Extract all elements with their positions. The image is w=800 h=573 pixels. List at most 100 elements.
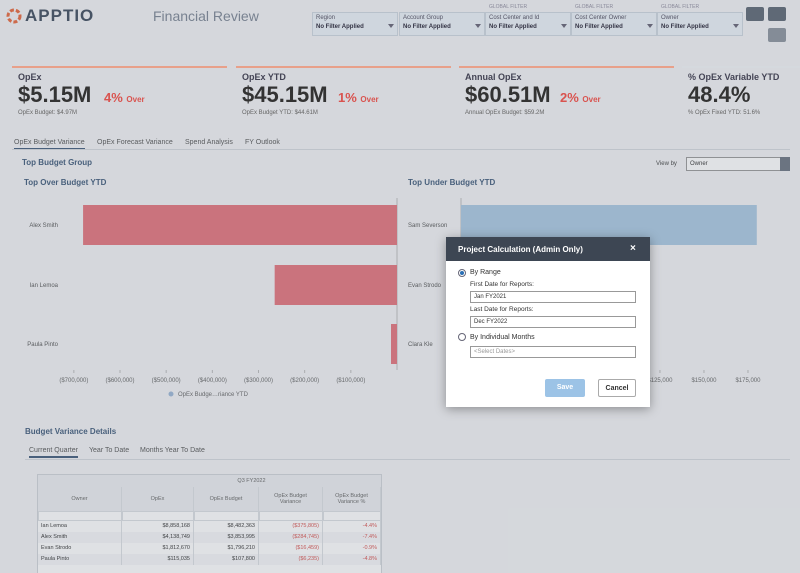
kpi-change: 1% Over	[338, 90, 379, 105]
y-tick-label: Clara Kle	[408, 342, 433, 348]
save-button[interactable]: Save	[545, 379, 585, 397]
modal: Project Calculation (Admin Only) × By Ra…	[446, 237, 650, 407]
filter-value: No Filter Applied	[489, 24, 537, 30]
table-cell: $115,035	[122, 554, 194, 565]
tab[interactable]: Spend Analysis	[185, 139, 233, 146]
filter-label: Account Group	[403, 15, 444, 21]
table-cell: ($16,459)	[259, 543, 323, 554]
kpi-card: % OpEx Variable YTD 48.4% % OpEx Fixed YTD…	[682, 66, 800, 124]
first-date-label: First Date for Reports:	[470, 281, 534, 288]
column-header: OpEx Budget	[194, 487, 259, 511]
x-tick-label: ($300,000)	[244, 378, 273, 384]
table-cell: $1,796,210	[194, 543, 259, 554]
column-filter[interactable]	[194, 511, 259, 521]
chart-title: Top Over Budget YTD	[24, 178, 107, 187]
kpi-label: % OpEx Variable YTD	[688, 72, 780, 82]
x-tick-label: ($700,000)	[59, 378, 88, 384]
kpi-note: Annual OpEx Budget: $59.2M	[465, 110, 545, 116]
page-title: Financial Review	[153, 8, 259, 24]
table-cell: Evan Strodo	[38, 543, 122, 554]
tab[interactable]: OpEx Forecast Variance	[97, 139, 173, 146]
modal-close[interactable]: ×	[630, 243, 636, 254]
kpi-value: 48.4%	[688, 82, 751, 107]
y-tick-label: Ian Lemoa	[30, 283, 59, 289]
table-cell: Paula Pinto	[38, 554, 122, 565]
option-range: By Range	[470, 269, 501, 276]
filter[interactable]: GLOBAL FILTER Cost Center Owner No Filter …	[571, 4, 657, 36]
filter-arrow	[475, 24, 481, 28]
kpi-value: $45.15M	[242, 82, 328, 107]
kpi-note: OpEx Budget: $4.97M	[18, 110, 78, 116]
legend-marker	[168, 391, 174, 397]
radio-range[interactable]	[458, 269, 466, 277]
tab[interactable]: Months Year To Date	[140, 447, 205, 454]
table-cell: $1,812,670	[122, 543, 194, 554]
filter-arrow	[733, 24, 739, 28]
column-filter[interactable]	[323, 511, 381, 521]
modal-header: Project Calculation (Admin Only) ×	[446, 237, 650, 261]
kpi-card: OpEx $5.15M 4% Over OpEx Budget: $4.97M	[12, 66, 227, 124]
divider	[12, 149, 790, 150]
first-date-input[interactable]: Jan FY2021	[470, 291, 636, 303]
filter-label: Cost Center Owner	[575, 15, 627, 21]
cancel-button[interactable]: Cancel	[598, 379, 636, 397]
column-filter[interactable]	[38, 511, 122, 521]
filter-value: No Filter Applied	[661, 24, 709, 30]
bar	[274, 265, 397, 305]
kpi-status: Over	[360, 95, 379, 104]
logo: APPTIO	[25, 6, 95, 25]
filter[interactable]: Region No Filter Applied	[312, 12, 398, 36]
chart-title: Top Under Budget YTD	[408, 178, 495, 187]
filter-label: Region	[316, 15, 336, 21]
column-header: OpEx	[122, 487, 194, 511]
kpi-card: Annual OpEx $60.51M 2% Over Annual OpEx Bud…	[459, 66, 674, 124]
kpi-value: $60.51M	[465, 82, 551, 107]
table-cell: -4.8%	[323, 554, 381, 565]
x-tick-label: ($500,000)	[152, 378, 181, 384]
x-tick-label: $125,000	[647, 378, 673, 384]
kpi-value: $5.15M	[18, 82, 92, 107]
radio-months[interactable]	[458, 333, 466, 341]
button-menu[interactable]	[768, 28, 786, 42]
x-tick-label: ($600,000)	[105, 378, 134, 384]
filter-value: No Filter Applied	[575, 24, 623, 30]
y-tick-label: Alex Smith	[29, 223, 58, 229]
filter-arrow	[561, 24, 567, 28]
y-tick-label: Evan Strodo	[408, 283, 442, 289]
last-date-input[interactable]: Dec FY2022	[470, 316, 636, 328]
details-title: Budget Variance Details	[25, 427, 117, 436]
tab[interactable]: FY Outlook	[245, 139, 280, 146]
select-arrow[interactable]	[780, 157, 790, 171]
kpi-label: OpEx YTD	[242, 72, 286, 82]
filter[interactable]: GLOBAL FILTER Owner No Filter Applied	[657, 4, 743, 36]
filter-label: Owner	[661, 15, 679, 21]
kpi-label: OpEx	[18, 72, 42, 82]
table-cell: -4.4%	[323, 521, 381, 532]
tab[interactable]: Year To Date	[89, 447, 130, 454]
months-input[interactable]: <Select Dates>	[470, 346, 636, 358]
column-header: Owner	[38, 487, 122, 511]
column-filter[interactable]	[122, 511, 194, 521]
filter-arrow	[647, 24, 653, 28]
table-cell: ($284,745)	[259, 532, 323, 543]
legend-text: OpEx Budge…riance YTD	[178, 392, 249, 398]
button-share[interactable]	[768, 7, 786, 21]
x-tick-label: $175,000	[735, 378, 761, 384]
column-header: OpEx Budget Variance %	[323, 487, 381, 511]
table-cell: -7.4%	[323, 532, 381, 543]
x-tick-label: ($400,000)	[198, 378, 227, 384]
filter-scope: GLOBAL FILTER	[661, 4, 700, 10]
table-cell: $3,853,995	[194, 532, 259, 543]
filter[interactable]: GLOBAL FILTER Cost Center and Id No Filter…	[485, 4, 571, 36]
kpi-status: Over	[126, 95, 145, 104]
tab[interactable]: Current Quarter	[29, 447, 79, 458]
column-filter[interactable]	[259, 511, 323, 521]
divider	[25, 459, 790, 460]
y-tick-label: Sam Severson	[408, 223, 447, 229]
button-play[interactable]	[746, 7, 764, 21]
kpi-label: Annual OpEx	[465, 72, 522, 82]
filter[interactable]: Account Group No Filter Applied	[399, 12, 485, 36]
table-cell: $107,800	[194, 554, 259, 565]
